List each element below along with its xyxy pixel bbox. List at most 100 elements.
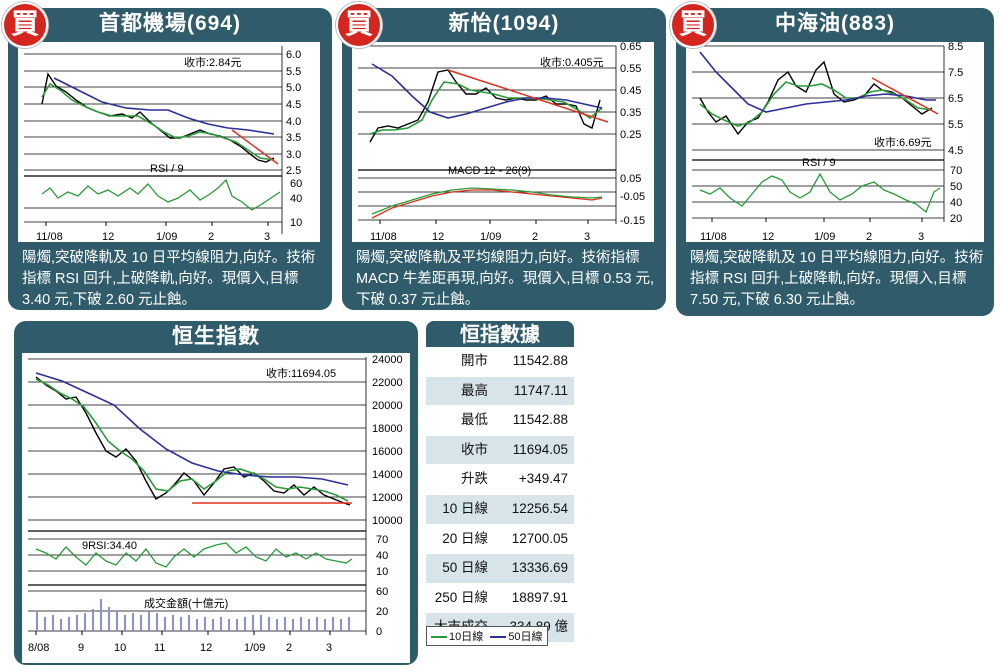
ma10-line (35, 378, 349, 502)
price-tick: 7.5 (948, 67, 963, 79)
stat-value: 11747.11 (513, 382, 568, 398)
price-tick: 0.65 (620, 42, 641, 53)
x-tick: 3 (264, 231, 270, 242)
x-tick: 1/09 (156, 231, 177, 242)
table-row: 250 日線 18897.91 (426, 583, 574, 614)
price-tick: 12000 (372, 492, 403, 504)
indicator-tick: 50 (950, 181, 962, 193)
table-row: 升跌 +349.47 (426, 465, 574, 495)
stat-value: 11542.88 (512, 353, 568, 368)
ma50-line (371, 63, 603, 119)
indicator-tick: 10 (290, 217, 302, 229)
panel-xinyi: 新怡(1094) 0.65 0.55 (342, 8, 666, 310)
indicator-tick: 0.05 (620, 173, 641, 185)
price-tick: 10000 (372, 515, 403, 527)
price-tick: 8.5 (948, 42, 963, 53)
stock-chart: 6.0 5.5 5.0 4.5 4.0 3.5 3.0 2.5 60 40 10… (24, 46, 302, 243)
x-tick: 3 (326, 642, 332, 654)
price-tick: 18000 (372, 423, 403, 435)
panel-description: 陽燭,突破降軌及 10 日平均線阻力,向好。技術指標 RSI 回升,上破降軌,向… (690, 250, 984, 308)
ma10-legend-label: 10日線 (449, 631, 484, 643)
price-tick: 14000 (372, 469, 403, 481)
stat-value: 13336.69 (511, 560, 568, 576)
ma10-line (699, 81, 933, 127)
x-tick: 12 (432, 231, 444, 242)
price-tick: 2.5 (286, 165, 301, 177)
x-tick: 12 (762, 231, 774, 242)
x-tick: 12 (200, 642, 212, 654)
stat-label: 50 日線 (442, 560, 488, 576)
signal-line (371, 187, 603, 215)
price-tick: 16000 (372, 446, 403, 458)
rsi-line (41, 178, 281, 211)
panel-title: 首都機場(694) (98, 12, 242, 35)
x-tick: 2 (532, 231, 538, 242)
x-tick: 12 (102, 231, 114, 242)
indicator-tick: 60 (290, 178, 302, 190)
price-tick: 0.55 (620, 63, 641, 75)
price-tick: 5.0 (286, 82, 301, 94)
price-tick: 0.35 (620, 107, 641, 119)
ma-legend: 10日線 50日線 (426, 626, 548, 646)
stock-chart: 8.5 7.5 6.5 5.5 4.5 70 50 40 20 11/08 12… (692, 41, 963, 243)
price-tick: 5.5 (286, 66, 301, 78)
stat-label: 10 日線 (442, 500, 488, 516)
stat-value: 11542.88 (512, 412, 568, 428)
stat-value: +349.47 (518, 471, 568, 487)
ma10-line (369, 81, 603, 135)
table-row: 20 日線 12700.05 (426, 524, 574, 555)
indicator-tick: -0.05 (620, 191, 645, 203)
rsi-line (35, 542, 353, 568)
stat-value: 12700.05 (511, 530, 568, 546)
price-tick: 4.5 (948, 145, 963, 157)
price-tick: 3.0 (286, 149, 301, 161)
volume-bars (36, 599, 350, 631)
indicator-tick: 70 (950, 165, 962, 177)
price-tick: 6.0 (286, 49, 301, 61)
downtrend-line (231, 129, 279, 165)
price-line (35, 376, 351, 506)
price-line (699, 60, 933, 136)
stat-value: 11694.05 (512, 441, 568, 457)
buy-badge: 買 (670, 2, 716, 48)
stat-value: 12256.54 (511, 500, 568, 516)
x-tick: 1/09 (480, 231, 501, 242)
price-tick: 5.5 (948, 119, 963, 131)
buy-badge: 買 (2, 2, 48, 48)
x-tick: 1/09 (244, 642, 265, 654)
volume-tick: 20 (376, 606, 388, 618)
ma50-line (53, 77, 275, 135)
x-tick: 11 (154, 642, 165, 654)
volume-tick: 60 (376, 586, 388, 598)
price-tick: 0.45 (620, 85, 641, 97)
x-tick: 2 (286, 642, 292, 654)
indicator-tick: 40 (950, 197, 962, 209)
hsi-chart: 24000 22000 20000 18000 16000 14000 1200… (28, 354, 403, 654)
volume-tick: 0 (376, 626, 382, 638)
stat-label: 20 日線 (442, 530, 488, 546)
ma10-line (41, 82, 275, 161)
stat-label: 最低 (461, 412, 488, 428)
chart-area: 6.0 5.5 5.0 4.5 4.0 3.5 3.0 2.5 60 40 10… (18, 42, 320, 243)
x-tick: 3 (918, 231, 924, 242)
price-tick: 24000 (372, 354, 403, 366)
ma50-line (35, 372, 349, 486)
downtrend-line (871, 77, 939, 115)
panel-cnooc: 中海油(883) 8.5 7.5 6. (676, 8, 994, 316)
price-tick: 4.0 (286, 116, 301, 128)
indicator-tick: 70 (376, 534, 388, 546)
indicator-tick: 20 (950, 213, 962, 225)
panel-title: 中海油(883) (774, 12, 896, 35)
ma50-line (699, 51, 936, 113)
x-tick: 9 (78, 642, 84, 654)
ma50-legend-label: 50日線 (508, 631, 543, 643)
indicator-tick: 10 (376, 566, 388, 578)
panel-airport: 首都機場(694) 6.0 5.5 (8, 8, 332, 310)
volume-label: 成交金額(十億元) (144, 596, 228, 610)
chart-area: 0.65 0.55 0.45 0.35 0.25 0.05 -0.05 -0.1… (352, 41, 654, 243)
chart-area: 24000 22000 20000 18000 16000 14000 1200… (22, 353, 410, 663)
indicator-tick: 40 (376, 550, 388, 562)
x-tick: 11/08 (36, 231, 63, 242)
downtrend-line (447, 69, 609, 123)
panel-description: 陽燭,突破降軌及平均線阻力,向好。技術指標 MACD 牛差距再現,向好。現價入,… (356, 250, 655, 308)
